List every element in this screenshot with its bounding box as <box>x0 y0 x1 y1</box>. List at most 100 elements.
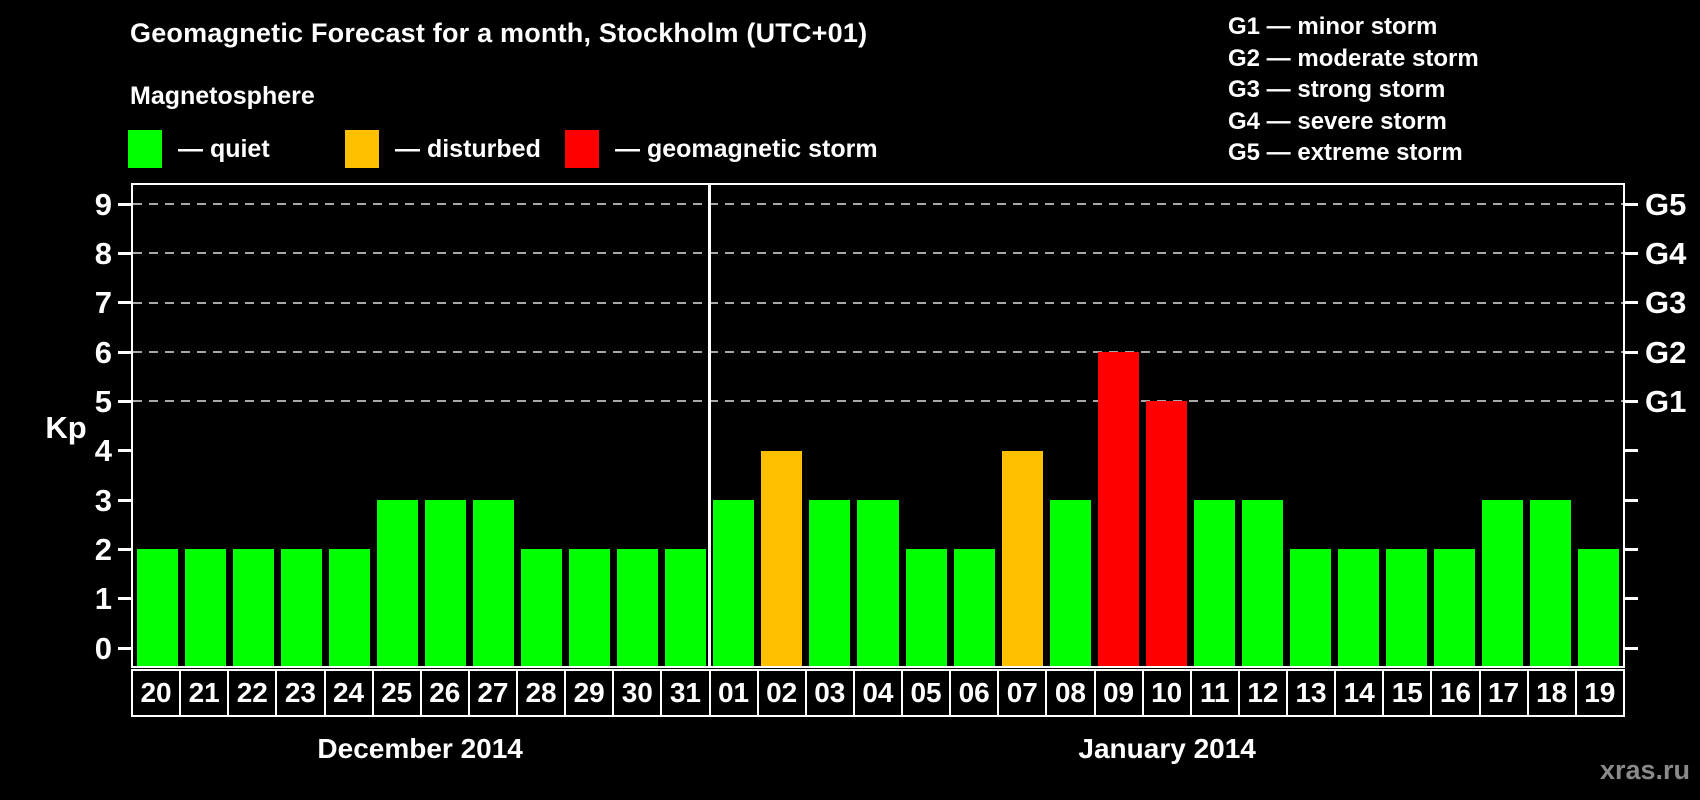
date-cell: 05 <box>903 671 952 715</box>
date-axis: 20 21 22 23 24 25 26 27 28 29 30 31 01 02 03 04 05 06 07 08… <box>131 669 1625 717</box>
right-axis-label-G3: G3 <box>1645 285 1687 321</box>
kp-bar-december-28 <box>521 549 563 666</box>
date-cell: 29 <box>566 671 615 715</box>
right-axis-tick-3 <box>1625 498 1638 502</box>
magnetosphere-legend-heading: Magnetosphere <box>130 82 315 110</box>
date-cell: 22 <box>229 671 278 715</box>
right-axis-tick-0 <box>1625 646 1638 650</box>
y-axis-tick-label-1: 1 <box>94 581 112 617</box>
kp-bar-december-20 <box>136 549 178 666</box>
month-separator-line <box>708 185 712 666</box>
g-legend-line: G1 — minor storm <box>1228 13 1438 40</box>
y-axis-tick-0 <box>118 646 131 650</box>
kp-bar-january-12 <box>1241 500 1284 666</box>
date-cell: 23 <box>277 671 326 715</box>
y-axis-tick-6 <box>118 350 131 354</box>
kp-bar-january-09 <box>1097 352 1139 666</box>
kp-bar-january-07 <box>1001 450 1043 666</box>
date-cell: 31 <box>662 671 711 715</box>
kp-bar-january-13 <box>1290 549 1332 666</box>
date-cell: 12 <box>1239 671 1288 715</box>
kp-bar-january-15 <box>1386 549 1428 666</box>
legend-item-quiet: — quiet <box>128 130 270 168</box>
y-axis-tick-5 <box>118 399 131 403</box>
kp-bar-december-25 <box>376 500 418 666</box>
right-axis-label-G5: G5 <box>1645 186 1687 222</box>
y-axis-tick-label-6: 6 <box>94 334 112 370</box>
kp-bar-december-29 <box>569 549 611 666</box>
y-axis-label: Kp <box>45 410 87 445</box>
kp-bar-december-23 <box>280 549 322 666</box>
kp-bar-january-10 <box>1145 401 1187 666</box>
date-cell: 03 <box>806 671 855 715</box>
date-cell: 01 <box>710 671 759 715</box>
date-cell: 20 <box>133 671 182 715</box>
y-axis-tick-label-0: 0 <box>94 630 112 666</box>
y-axis-tick-2 <box>118 547 131 551</box>
kp-bar-january-03 <box>809 500 851 666</box>
g-scale-legend: G1 — minor storm G2 — moderate storm G3 — … <box>1228 11 1479 169</box>
date-cell: 02 <box>758 671 807 715</box>
y-axis-tick-label-7: 7 <box>94 285 112 321</box>
quiet-swatch-icon <box>128 130 162 168</box>
month-label-december: December 2014 <box>317 733 523 764</box>
right-axis-label-G1: G1 <box>1645 383 1687 419</box>
watermark: xras.ru <box>1599 755 1690 785</box>
kp-bar-december-21 <box>184 549 226 666</box>
kp-bar-january-18 <box>1530 500 1572 666</box>
right-axis-tick-8 <box>1625 251 1638 255</box>
kp-bar-january-06 <box>953 549 995 666</box>
date-cell: 06 <box>951 671 1000 715</box>
month-label-january: January 2014 <box>1078 733 1256 764</box>
date-cell: 25 <box>373 671 422 715</box>
kp-bar-january-16 <box>1434 549 1476 666</box>
y-axis-tick-3 <box>118 498 131 502</box>
date-cell: 28 <box>518 671 567 715</box>
date-cell: 11 <box>1191 671 1240 715</box>
gridline-kp5 <box>133 400 1623 403</box>
chart-title: Geomagnetic Forecast for a month, Stockh… <box>130 18 868 48</box>
right-axis-tick-2 <box>1625 547 1638 551</box>
y-axis-tick-1 <box>118 597 131 601</box>
y-axis-tick-8 <box>118 251 131 255</box>
right-axis-tick-7 <box>1625 301 1638 305</box>
kp-bar-january-02 <box>761 450 803 666</box>
date-cell: 17 <box>1480 671 1529 715</box>
y-axis-tick-4 <box>118 449 131 453</box>
kp-bar-january-04 <box>857 500 899 666</box>
date-cell: 04 <box>854 671 903 715</box>
storm-swatch-icon <box>565 130 599 168</box>
date-cell: 26 <box>421 671 470 715</box>
g-legend-line: G5 — extreme storm <box>1228 139 1463 166</box>
date-cell: 14 <box>1336 671 1385 715</box>
date-cell: 10 <box>1143 671 1192 715</box>
date-cell: 07 <box>999 671 1048 715</box>
date-cell: 27 <box>469 671 518 715</box>
kp-bar-january-08 <box>1049 500 1091 666</box>
legend-item-label: — disturbed <box>395 134 541 163</box>
right-axis-tick-5 <box>1625 399 1638 403</box>
g-legend-line: G4 — severe storm <box>1228 107 1447 135</box>
right-axis-label-G4: G4 <box>1645 235 1687 271</box>
gridline-kp6 <box>133 351 1623 353</box>
legend-item-storm: — geomagnetic storm <box>565 130 878 168</box>
kp-bar-january-17 <box>1482 500 1524 666</box>
kp-bar-january-19 <box>1578 549 1620 666</box>
right-axis-label-G2: G2 <box>1645 334 1687 370</box>
y-axis-tick-label-4: 4 <box>94 433 112 469</box>
gridline-kp9 <box>133 203 1623 205</box>
kp-bar-december-26 <box>424 500 466 666</box>
date-cell: 30 <box>614 671 663 715</box>
kp-bar-december-31 <box>665 549 707 666</box>
gridline-kp7 <box>133 301 1623 304</box>
y-axis-tick-label-9: 9 <box>94 186 112 222</box>
date-cell: 16 <box>1432 671 1481 715</box>
date-cell: 19 <box>1576 671 1623 715</box>
kp-bar-january-14 <box>1338 549 1380 666</box>
disturbed-swatch-icon <box>345 130 379 168</box>
plot-area <box>131 183 1625 668</box>
kp-bar-december-27 <box>472 500 514 666</box>
kp-bar-january-11 <box>1193 500 1235 666</box>
date-cell: 08 <box>1047 671 1096 715</box>
